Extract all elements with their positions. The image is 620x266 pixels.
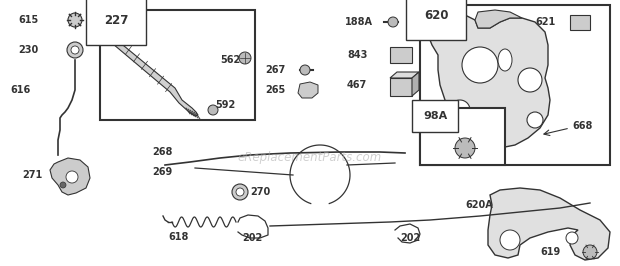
Circle shape (208, 105, 218, 115)
Circle shape (232, 184, 248, 200)
Text: 227: 227 (104, 14, 128, 27)
Circle shape (388, 17, 398, 27)
Text: eReplacementParts.com: eReplacementParts.com (238, 152, 382, 164)
Polygon shape (488, 188, 610, 260)
Circle shape (300, 65, 310, 75)
Text: 98A: 98A (423, 111, 447, 121)
Bar (420, 5, 610, 165)
Polygon shape (298, 82, 318, 98)
Text: 843: 843 (347, 50, 368, 60)
Text: 269: 269 (152, 167, 172, 177)
Bar (420, 108, 505, 165)
Text: 271: 271 (22, 170, 42, 180)
Text: 592: 592 (215, 100, 235, 110)
Bar (390, 47, 412, 63)
Polygon shape (570, 15, 590, 30)
Text: 230: 230 (18, 45, 38, 55)
Text: 265: 265 (265, 85, 285, 95)
Text: 620: 620 (424, 9, 448, 22)
Circle shape (239, 52, 251, 64)
Text: 619: 619 (540, 247, 560, 257)
Text: 618: 618 (168, 232, 188, 242)
Circle shape (462, 47, 498, 83)
Polygon shape (390, 78, 412, 96)
Text: 616: 616 (10, 85, 30, 95)
Text: 267: 267 (265, 65, 285, 75)
Polygon shape (428, 15, 550, 148)
Text: 615: 615 (18, 15, 38, 25)
Ellipse shape (498, 49, 512, 71)
Text: 562: 562 (220, 55, 241, 65)
Text: 621: 621 (535, 17, 556, 27)
Circle shape (71, 46, 79, 54)
Text: 620A: 620A (465, 200, 493, 210)
Circle shape (500, 230, 520, 250)
Circle shape (455, 138, 475, 158)
Text: 268: 268 (152, 147, 172, 157)
Text: 202: 202 (242, 233, 262, 243)
Polygon shape (412, 72, 419, 96)
Text: 270: 270 (250, 187, 270, 197)
Circle shape (450, 100, 470, 120)
Circle shape (518, 68, 542, 92)
Circle shape (66, 171, 78, 183)
Polygon shape (390, 72, 419, 78)
Circle shape (527, 112, 543, 128)
Text: 202: 202 (400, 233, 420, 243)
Circle shape (68, 13, 82, 27)
Circle shape (566, 232, 578, 244)
Circle shape (67, 42, 83, 58)
Bar (100, 10, 255, 120)
Text: 668: 668 (572, 121, 592, 131)
Text: 188A: 188A (345, 17, 373, 27)
Polygon shape (50, 158, 90, 195)
Text: 467: 467 (347, 80, 367, 90)
Circle shape (583, 245, 597, 259)
Circle shape (60, 182, 66, 188)
Circle shape (236, 188, 244, 196)
Polygon shape (475, 10, 522, 28)
Polygon shape (112, 38, 198, 116)
Circle shape (113, 36, 121, 44)
